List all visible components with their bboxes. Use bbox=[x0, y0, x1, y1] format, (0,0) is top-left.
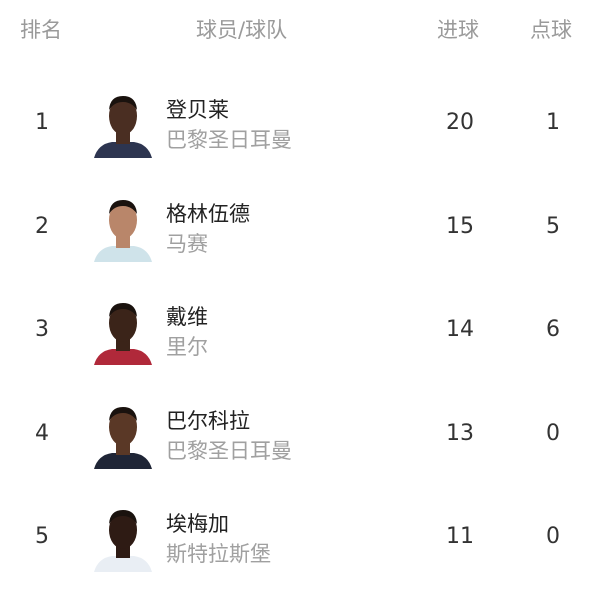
table-row[interactable]: 4 巴尔科拉 巴黎圣日耳曼 13 0 bbox=[0, 383, 600, 487]
shirt bbox=[94, 452, 152, 469]
player-avatar bbox=[94, 199, 152, 262]
hair bbox=[109, 510, 137, 524]
header-penalties: 点球 bbox=[530, 18, 572, 42]
shirt bbox=[94, 556, 152, 572]
goals: 11 bbox=[446, 524, 474, 549]
goals: 13 bbox=[446, 420, 474, 446]
player-name[interactable]: 格林伍德 bbox=[166, 201, 250, 226]
team-name[interactable]: 巴黎圣日耳曼 bbox=[166, 128, 292, 152]
shirt bbox=[94, 349, 152, 365]
goals: 15 bbox=[446, 213, 474, 239]
player-name[interactable]: 埃梅加 bbox=[166, 512, 229, 536]
rank: 2 bbox=[35, 213, 49, 239]
hair bbox=[109, 406, 137, 421]
team-name[interactable]: 马赛 bbox=[166, 231, 208, 256]
team-name[interactable]: 里尔 bbox=[166, 335, 208, 359]
penalties: 1 bbox=[546, 110, 560, 135]
shirt bbox=[94, 142, 152, 158]
team-name[interactable]: 斯特拉斯堡 bbox=[166, 542, 271, 566]
penalties: 5 bbox=[546, 213, 560, 239]
hair bbox=[109, 96, 137, 110]
header-player-team: 球员/球队 bbox=[196, 18, 288, 42]
player-name[interactable]: 戴维 bbox=[166, 305, 208, 329]
rank: 3 bbox=[35, 317, 49, 342]
player-name[interactable]: 登贝莱 bbox=[166, 98, 229, 122]
penalties: 0 bbox=[546, 524, 560, 549]
shirt bbox=[94, 245, 152, 262]
head bbox=[109, 511, 137, 549]
rank: 4 bbox=[35, 420, 49, 446]
header-rank: 排名 bbox=[20, 18, 62, 42]
head bbox=[109, 200, 137, 239]
head bbox=[109, 407, 137, 446]
goals: 14 bbox=[446, 317, 474, 342]
player-avatar bbox=[94, 510, 152, 572]
rank: 5 bbox=[35, 524, 49, 549]
rank: 1 bbox=[35, 110, 49, 135]
table-row[interactable]: 3 戴维 里尔 14 6 bbox=[0, 279, 600, 383]
player-name[interactable]: 巴尔科拉 bbox=[166, 408, 250, 433]
hair bbox=[109, 303, 137, 317]
goals: 20 bbox=[446, 110, 474, 135]
table-row[interactable]: 5 埃梅加 斯特拉斯堡 11 0 bbox=[0, 486, 600, 590]
penalties: 0 bbox=[546, 420, 560, 446]
table-row[interactable]: 1 登贝莱 巴黎圣日耳曼 20 1 bbox=[0, 72, 600, 176]
header-goals: 进球 bbox=[437, 18, 479, 42]
head bbox=[109, 304, 137, 342]
team-name[interactable]: 巴黎圣日耳曼 bbox=[166, 438, 292, 463]
table-row[interactable]: 2 格林伍德 马赛 15 5 bbox=[0, 176, 600, 280]
penalties: 6 bbox=[546, 317, 560, 342]
head bbox=[109, 97, 137, 135]
player-avatar bbox=[94, 303, 152, 365]
player-avatar bbox=[94, 96, 152, 158]
hair bbox=[109, 199, 137, 214]
player-avatar bbox=[94, 406, 152, 469]
